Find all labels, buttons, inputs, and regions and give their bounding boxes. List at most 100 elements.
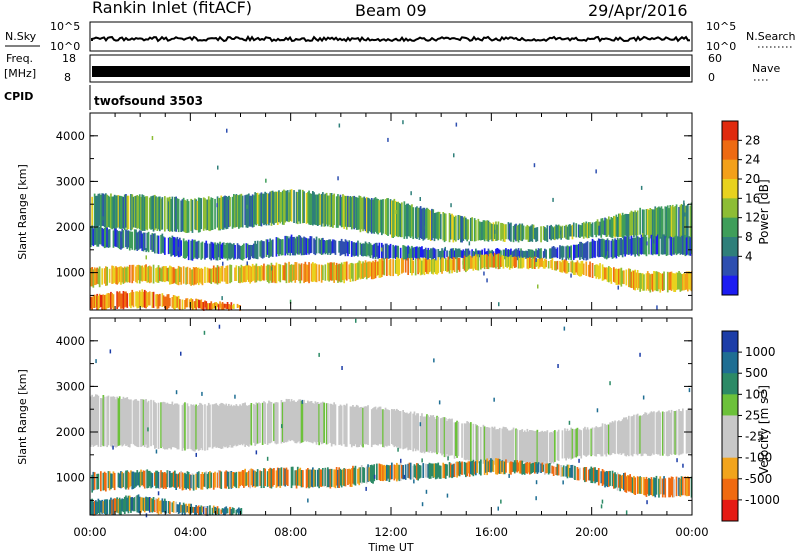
range-time-cell — [397, 245, 399, 259]
range-time-cell — [310, 401, 313, 443]
range-time-cell — [174, 237, 176, 257]
range-time-cell — [414, 246, 417, 259]
range-time-cell — [592, 467, 595, 482]
range-time-cell — [278, 190, 280, 223]
range-time-cell — [507, 430, 510, 463]
range-time-cell — [97, 193, 100, 229]
range-time-cell — [397, 201, 399, 238]
range-time-cell — [265, 265, 268, 281]
range-time-cell — [290, 234, 293, 253]
range-time-cell — [327, 195, 329, 227]
range-time-cell — [98, 226, 101, 245]
range-time-cell — [684, 234, 687, 257]
range-time-cell — [271, 264, 274, 283]
range-time-cell — [182, 502, 185, 513]
range-time-cell — [187, 472, 190, 489]
range-time-cell — [516, 225, 519, 241]
range-time-cell — [402, 465, 404, 480]
range-time-cell — [540, 226, 542, 243]
range-time-cell — [434, 419, 437, 453]
range-time-cell — [308, 238, 310, 255]
range-time-cell — [368, 198, 371, 232]
range-time-cell — [443, 248, 446, 259]
range-time-cell — [167, 403, 170, 449]
range-time-cell — [377, 199, 379, 235]
range-time-cell — [434, 260, 437, 274]
range-time-cell — [373, 198, 376, 234]
range-time-cell — [579, 263, 581, 277]
range-time-cell — [660, 206, 663, 239]
range-time-cell — [379, 464, 382, 481]
range-time-cell — [130, 292, 132, 309]
scatter-point — [447, 456, 449, 461]
range-time-cell — [148, 470, 151, 487]
time-axis: 00:00 04:00 08:00 12:00 16:00 20:00 00:00 — [73, 525, 708, 539]
range-time-cell — [176, 504, 179, 512]
range-time-cell — [567, 464, 570, 477]
range-time-cell — [214, 506, 216, 514]
range-time-cell — [147, 400, 150, 448]
range-time-cell — [240, 264, 243, 283]
range-time-cell — [618, 213, 620, 237]
range-time-cell — [317, 402, 319, 442]
colorbar-tick-label: 100 — [745, 387, 768, 401]
range-time-cell — [177, 265, 180, 286]
range-time-cell — [254, 240, 256, 259]
range-time-cell — [437, 249, 440, 261]
range-time-cell — [609, 219, 611, 237]
range-time-cell — [243, 243, 245, 259]
range-time-cell — [275, 191, 278, 223]
range-time-cell — [201, 268, 204, 286]
range-time-cell — [182, 266, 185, 284]
range-time-cell — [328, 195, 330, 225]
range-time-cell — [238, 471, 240, 489]
range-time-cell — [613, 240, 615, 258]
range-time-cell — [677, 477, 679, 495]
range-time-cell — [554, 247, 556, 258]
range-time-cell — [437, 211, 440, 241]
range-time-cell — [347, 241, 349, 257]
range-time-cell — [505, 459, 507, 473]
range-time-cell — [467, 255, 470, 270]
range-time-cell — [234, 472, 236, 487]
range-time-cell — [273, 468, 275, 485]
range-time-cell — [621, 474, 624, 489]
range-time-cell — [207, 196, 210, 231]
range-time-cell — [243, 470, 245, 488]
range-time-cell — [383, 409, 386, 448]
range-time-cell — [397, 410, 399, 447]
range-time-cell — [314, 263, 317, 282]
range-time-cell — [125, 495, 127, 512]
range-time-cell — [332, 239, 334, 253]
range-time-cell — [386, 464, 388, 481]
range-time-cell — [556, 431, 559, 461]
range-time-cell — [633, 237, 635, 255]
range-time-cell — [202, 474, 205, 487]
range-time-cell — [122, 267, 125, 284]
range-time-cell — [458, 248, 461, 258]
range-time-cell — [256, 240, 259, 260]
range-time-cell — [192, 240, 195, 259]
range-time-cell — [170, 473, 172, 488]
range-time-cell — [180, 240, 182, 256]
range-time-cell — [322, 192, 324, 224]
range-time-cell — [241, 244, 244, 261]
scatter-point — [535, 480, 538, 485]
range-time-cell — [417, 247, 419, 261]
range-time-cell — [146, 292, 149, 307]
range-time-cell — [552, 431, 555, 464]
range-time-cell — [171, 235, 174, 256]
range-time-cell — [427, 259, 430, 275]
range-time-cell — [566, 226, 569, 240]
range-time-cell — [120, 399, 122, 445]
range-time-cell — [488, 427, 491, 465]
range-time-cell — [126, 470, 129, 488]
range-time-cell — [240, 193, 243, 228]
range-time-cell — [631, 237, 634, 255]
range-time-cell — [160, 500, 162, 514]
range-time-cell — [298, 189, 300, 222]
range-time-cell — [476, 250, 478, 261]
range-time-cell — [473, 218, 476, 242]
range-time-cell — [175, 296, 177, 308]
range-time-cell — [329, 239, 332, 255]
